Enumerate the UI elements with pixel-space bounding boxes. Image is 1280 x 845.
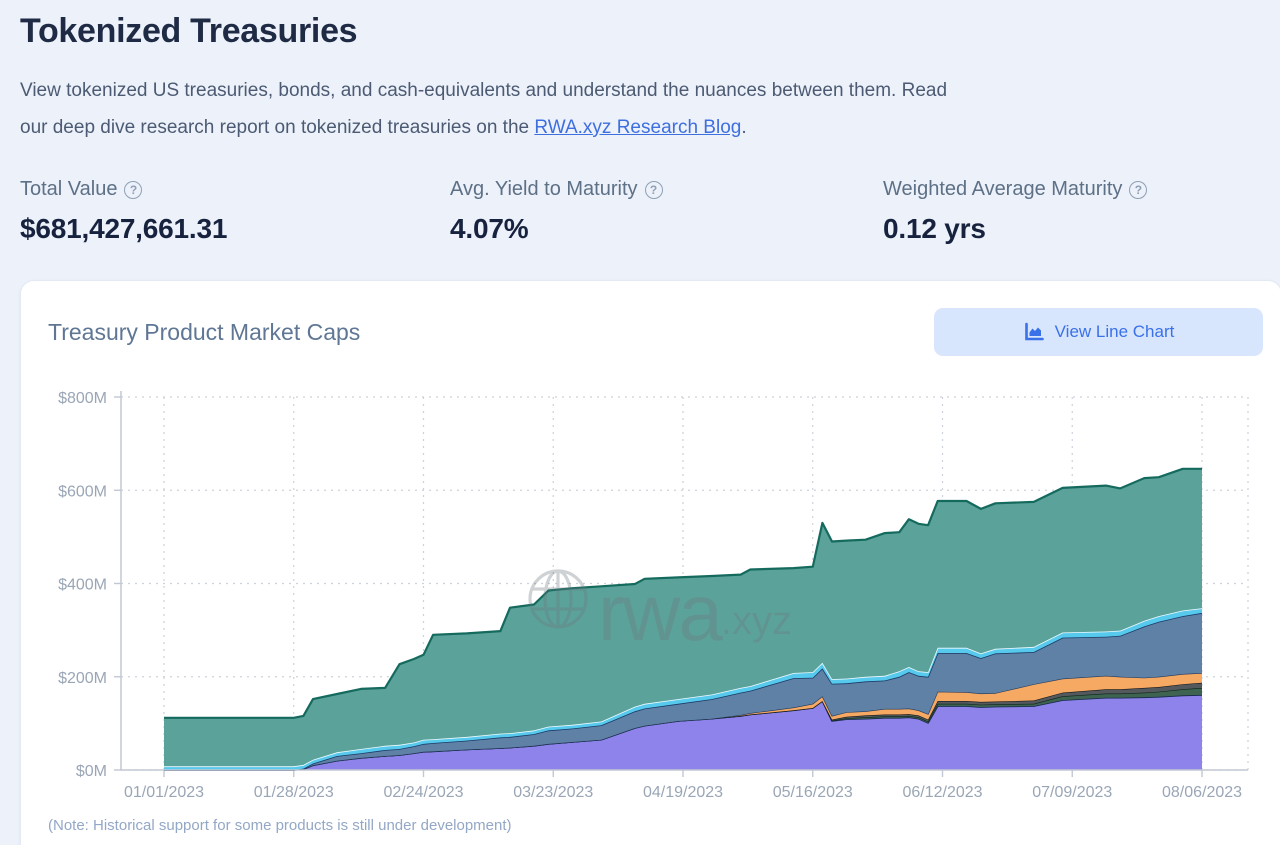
svg-text:01/01/2023: 01/01/2023 — [124, 784, 204, 801]
svg-text:05/16/2023: 05/16/2023 — [773, 784, 853, 801]
stat-weighted-maturity: Weighted Average Maturity ? 0.12 yrs — [883, 178, 1148, 245]
stat-label: Avg. Yield to Maturity ? — [450, 178, 663, 201]
help-icon[interactable]: ? — [644, 180, 663, 199]
svg-text:01/28/2023: 01/28/2023 — [254, 784, 334, 801]
svg-text:$600M: $600M — [58, 483, 107, 500]
stat-avg-yield: Avg. Yield to Maturity ? 4.07% — [450, 178, 663, 245]
stat-label-text: Weighted Average Maturity — [883, 178, 1123, 200]
chart-plot[interactable]: $0M $200M $400M $600M $800M 01/01/2023 01/28/2… — [21, 371, 1280, 816]
help-icon[interactable]: ? — [124, 180, 143, 199]
chart-svg: $0M $200M $400M $600M $800M 01/01/2023 01/28/2… — [58, 390, 1249, 801]
stats-row: Total Value ? $681,427,661.31 Avg. Yield… — [0, 178, 1280, 258]
stat-value: $681,427,661.31 — [20, 213, 228, 244]
svg-text:04/19/2023: 04/19/2023 — [643, 784, 723, 801]
stat-label-text: Avg. Yield to Maturity — [450, 178, 638, 200]
svg-text:02/24/2023: 02/24/2023 — [383, 784, 463, 801]
stat-total-value: Total Value ? $681,427,661.31 — [20, 178, 227, 245]
chart-card-title: Treasury Product Market Caps — [48, 319, 361, 345]
stat-label: Total Value ? — [20, 178, 227, 201]
page-title: Tokenized Treasuries — [20, 12, 358, 50]
research-blog-link[interactable]: RWA.xyz Research Blog — [534, 117, 742, 138]
svg-text:06/12/2023: 06/12/2023 — [902, 784, 982, 801]
area-chart-icon — [1023, 321, 1045, 343]
stat-label-text: Total Value — [20, 178, 118, 200]
svg-text:$200M: $200M — [58, 670, 107, 687]
svg-text:03/23/2023: 03/23/2023 — [513, 784, 593, 801]
description-line-1: View tokenized US treasuries, bonds, and… — [20, 80, 948, 101]
help-icon[interactable]: ? — [1129, 180, 1148, 199]
stat-label: Weighted Average Maturity ? — [883, 178, 1148, 201]
svg-text:07/09/2023: 07/09/2023 — [1032, 784, 1112, 801]
view-line-chart-label: View Line Chart — [1054, 322, 1175, 341]
chart-card: Treasury Product Market Caps View Line C… — [20, 280, 1280, 845]
stat-value: 0.12 yrs — [883, 213, 986, 244]
svg-text:$0M: $0M — [76, 763, 107, 780]
view-line-chart-button[interactable]: View Line Chart — [934, 308, 1263, 356]
description-period: . — [741, 117, 747, 138]
svg-text:$800M: $800M — [58, 390, 107, 407]
description-line-2: our deep dive research report on tokeniz… — [20, 117, 535, 138]
svg-text:$400M: $400M — [58, 577, 107, 594]
chart-note: (Note: Historical support for some produ… — [48, 817, 512, 834]
page-description: View tokenized US treasuries, bonds, and… — [20, 72, 947, 146]
svg-text:08/06/2023: 08/06/2023 — [1162, 784, 1242, 801]
stat-value: 4.07% — [450, 213, 529, 244]
